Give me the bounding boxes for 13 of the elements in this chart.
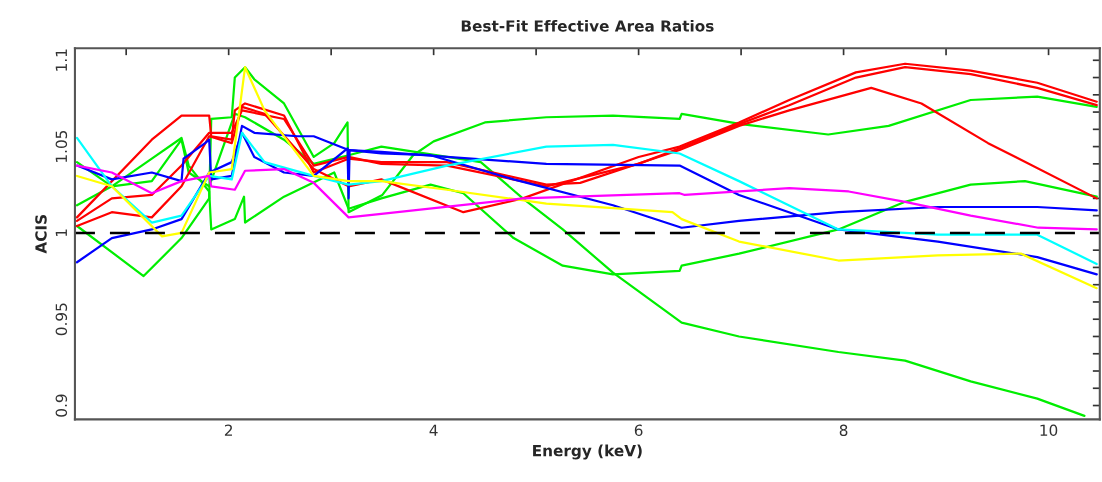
x-tick-label: 4 bbox=[429, 424, 438, 436]
y-tick-label: 1 bbox=[55, 229, 67, 237]
x-tick-label: 10 bbox=[1040, 424, 1058, 437]
y-tick-label: 0.9 bbox=[55, 394, 68, 417]
x-axis-title: Energy (keV) bbox=[533, 444, 642, 460]
chart-title: Best-Fit Effective Area Ratios bbox=[461, 19, 714, 32]
y-axis-title: ACIS bbox=[35, 215, 47, 254]
x-tick-label: 6 bbox=[634, 424, 643, 437]
x-tick-label: 8 bbox=[839, 424, 848, 437]
y-tick-label: 1.1 bbox=[55, 49, 67, 71]
x-tick-label: 2 bbox=[224, 424, 232, 436]
y-tick-label: 0.95 bbox=[55, 303, 68, 336]
y-tick-label: 1.05 bbox=[55, 130, 68, 162]
